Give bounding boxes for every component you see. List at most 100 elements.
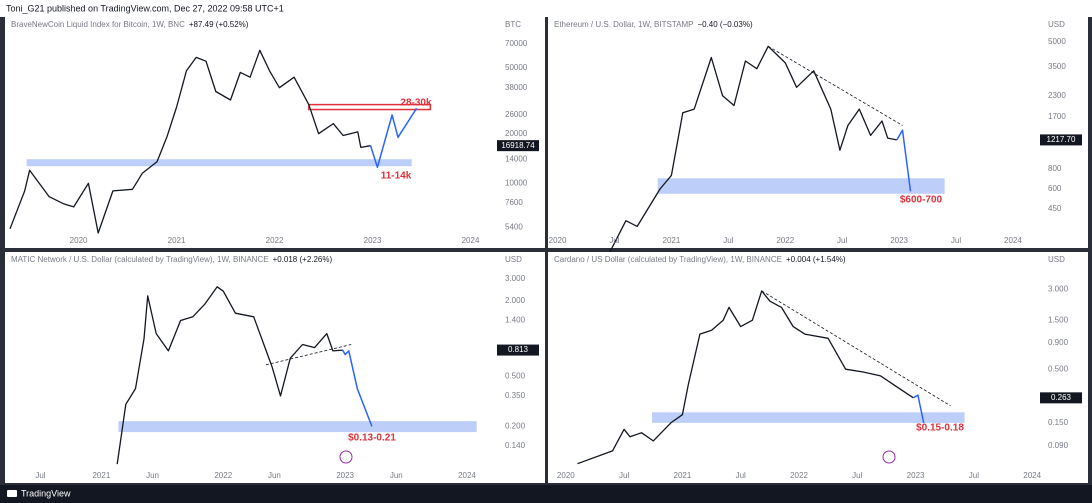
y-tick-label: 600 [1048,184,1062,193]
y-tick-label: 7600 [505,198,523,207]
zone [118,421,477,433]
projection-line [342,349,373,427]
last-price-label: 16918.74 [501,141,535,150]
x-tick-label: Jul [723,236,733,245]
price-change: +87.49 (+0.52%) [189,20,249,29]
y-tick-label: 2300 [1048,91,1066,100]
annotation: $0.15-0.18 [916,423,964,434]
x-tick-label: Jul [951,236,961,245]
y-tick-label: 800 [1048,164,1062,173]
x-tick-label: Jul [837,236,847,245]
price-change: +0.018 (+2.26%) [273,255,333,264]
x-tick-label: 2023 [336,471,354,480]
x-tick-label: 2024 [1004,236,1022,245]
x-tick-label: Jul [35,471,45,480]
y-tick-label: 1.500 [1048,315,1069,324]
title-text: Ethereum / U.S. Dollar, 1W, BITSTAMP [554,20,693,29]
y-tick-label: 0.500 [1048,364,1069,373]
brand[interactable]: TradingView [21,488,71,498]
replay-icon [339,450,353,464]
price-change: +0.004 (+1.54%) [786,255,846,264]
unit-label: USD [1048,20,1065,29]
last-price-box [1040,134,1082,146]
panel-background [548,17,1088,248]
header-bar [0,0,1092,17]
trendline [761,290,951,407]
y-tick-label: 5000 [1048,37,1066,46]
annotation: $600-700 [900,195,943,206]
x-tick-label: 2021 [168,236,186,245]
y-tick-label: 1.400 [505,316,526,325]
title-text: MATIC Network / U.S. Dollar (calculated … [11,255,269,264]
y-tick-label: 5400 [505,223,523,232]
chart-title: MATIC Network / U.S. Dollar (calculated … [11,255,332,264]
chart-title: BraveNewCoin Liquid Index for Bitcoin, 1… [11,20,249,29]
chart-panel: BraveNewCoin Liquid Index for Bitcoin, 1… [5,17,545,248]
x-tick-label: Jul [852,471,862,480]
x-tick-label: 2021 [674,471,692,480]
projection-line [912,394,925,424]
zone [657,178,945,194]
y-tick-label: 3.000 [505,274,526,283]
x-tick-label: Jun [268,471,281,480]
y-tick-label: 70000 [505,39,528,48]
x-tick-label: 2022 [790,471,808,480]
last-price-label: 0.263 [1051,393,1072,402]
unit-label: USD [505,255,522,264]
chart-panel: MATIC Network / U.S. Dollar (calculated … [5,252,545,483]
price-line [602,45,897,266]
panel-background [5,17,545,248]
chart-title: Cardano / US Dollar (calculated by Tradi… [554,255,846,264]
chart-panel: Cardano / US Dollar (calculated by Tradi… [548,252,1088,483]
last-price-label: 0.813 [508,345,529,354]
chart-title: Ethereum / U.S. Dollar, 1W, BITSTAMP −0.4… [554,20,753,29]
zone [652,412,965,423]
y-tick-label: 0.140 [505,441,526,450]
title-text: Cardano / US Dollar (calculated by Tradi… [554,255,782,264]
x-tick-label: Jul [736,471,746,480]
x-tick-label: Jul [609,236,619,245]
last-price-box [497,140,539,152]
x-tick-label: 2022 [214,471,232,480]
annotation: $0.13-0.21 [348,433,396,444]
y-tick-label: 0.350 [505,391,526,400]
x-tick-label: 2021 [663,236,681,245]
replay-icon [882,450,896,464]
x-tick-label: 2024 [458,471,476,480]
x-tick-label: 2023 [364,236,382,245]
x-tick-label: 2024 [462,236,480,245]
x-tick-label: Jul [969,471,979,480]
x-tick-label: 2024 [1023,471,1041,480]
trendline [767,45,903,126]
zone [26,159,412,167]
chart-panel: Ethereum / U.S. Dollar, 1W, BITSTAMP −0.4… [548,17,1088,266]
y-tick-label: 0.200 [505,421,526,430]
y-tick-label: 3.000 [1048,284,1069,293]
projection-line [369,107,418,169]
y-tick-label: 1700 [1048,112,1066,121]
y-tick-label: 14000 [505,154,528,163]
x-tick-label: 2020 [70,236,88,245]
x-tick-label: Jul [619,471,629,480]
y-tick-label: 0.500 [505,372,526,381]
price-line [116,286,343,465]
footer-bar [0,485,1092,503]
y-tick-label: 10000 [505,178,528,187]
x-tick-label: Jun [390,471,403,480]
x-tick-label: 2023 [907,471,925,480]
y-tick-label: 450 [1048,204,1062,213]
unit-label: USD [1048,255,1065,264]
logo [7,490,17,497]
y-tick-label: 0.090 [1048,441,1069,450]
annotation: 11-14k [381,171,412,182]
zone [308,103,432,111]
y-tick-label: 0.150 [1048,418,1069,427]
y-tick-label: 0.900 [1048,338,1069,347]
x-tick-label: 2021 [92,471,110,480]
panel-background [548,252,1088,483]
projection-line [896,129,912,192]
y-tick-label: 38000 [505,83,528,92]
x-tick-label: 2020 [557,471,575,480]
